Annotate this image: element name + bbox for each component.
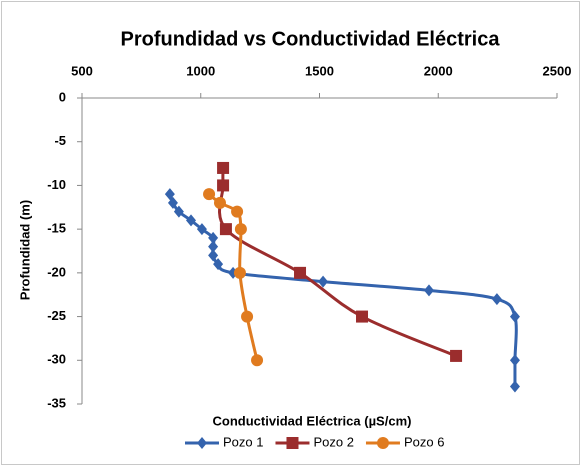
- marker: [186, 214, 197, 227]
- marker: [231, 205, 244, 218]
- marker: [294, 266, 307, 279]
- y-tick-label: -35: [47, 395, 66, 410]
- y-tick-label: -20: [47, 264, 66, 279]
- marker: [217, 179, 230, 192]
- chart-title: Profundidad vs Conductividad Eléctrica: [121, 28, 501, 50]
- marker: [241, 310, 254, 323]
- marker: [213, 258, 224, 271]
- legend-label: Pozo 1: [223, 434, 263, 449]
- marker: [376, 437, 389, 449]
- y-axis-label: Profundidad (m): [17, 200, 32, 300]
- marker: [251, 354, 264, 367]
- marker: [173, 205, 184, 218]
- marker: [450, 349, 463, 362]
- marker: [356, 310, 369, 323]
- y-tick-label: -30: [47, 352, 66, 367]
- marker: [213, 196, 226, 209]
- marker: [509, 354, 520, 367]
- marker: [318, 275, 329, 288]
- marker: [286, 437, 299, 449]
- marker: [164, 188, 175, 201]
- marker: [196, 223, 207, 236]
- x-tick-label: 2000: [424, 63, 453, 78]
- marker: [219, 223, 232, 236]
- marker: [234, 223, 247, 236]
- x-tick-label: 500: [71, 63, 93, 78]
- legend-label: Pozo 2: [313, 434, 353, 449]
- x-tick-label: 2500: [543, 63, 572, 78]
- marker: [197, 437, 207, 449]
- marker: [491, 293, 502, 306]
- legend-label: Pozo 6: [404, 434, 444, 449]
- marker: [167, 196, 178, 209]
- marker: [217, 161, 230, 174]
- marker: [208, 240, 219, 253]
- y-tick-label: 0: [59, 89, 66, 104]
- marker: [233, 266, 246, 279]
- y-tick-label: -25: [47, 308, 66, 323]
- y-tick-label: -15: [47, 221, 66, 236]
- y-tick-label: -10: [47, 177, 66, 192]
- plot-area: [164, 161, 520, 393]
- marker: [208, 249, 219, 262]
- x-axis-label: Conductividad Eléctrica (µS/cm): [213, 413, 412, 428]
- marker: [208, 231, 219, 244]
- marker: [509, 380, 520, 393]
- x-tick-label: 1000: [186, 63, 215, 78]
- x-tick-label: 1500: [305, 63, 334, 78]
- marker: [203, 188, 216, 201]
- marker: [423, 284, 434, 297]
- marker: [509, 310, 520, 323]
- y-tick-label: -5: [54, 133, 66, 148]
